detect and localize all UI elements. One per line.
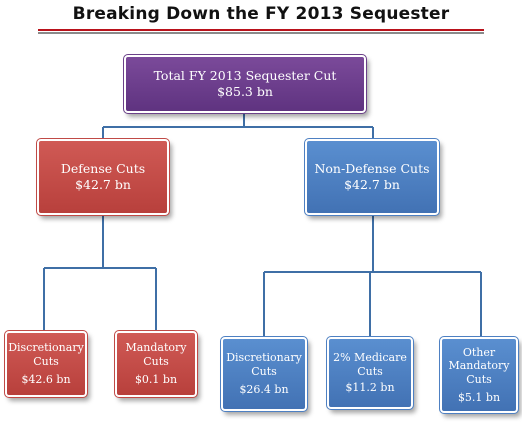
node-value: $5.1 bn [457,390,501,404]
node-value: $0.1 bn [134,372,178,386]
diagram-title: Breaking Down the FY 2013 Sequester [72,4,450,24]
node-defense-cuts: Defense Cuts $42.7 bn [36,138,170,216]
node-label: Defense Cuts [60,160,146,176]
node-value: $85.3 bn [217,84,273,99]
node-label: Total FY 2013 Sequester Cut [153,67,337,83]
node-total-sequester: Total FY 2013 Sequester Cut $85.3 bn [123,54,367,114]
node-nondefense-other-mandatory: Other Mandatory Cuts $5.1 bn [439,336,519,414]
node-label: Discretionary Cuts [8,341,84,369]
node-non-defense-cuts: Non-Defense Cuts $42.7 bn [304,138,440,216]
node-defense-mandatory: Mandatory Cuts $0.1 bn [114,330,198,398]
node-value: $26.4 bn [239,382,289,396]
node-label: Non-Defense Cuts [314,160,430,176]
node-value: $42.7 bn [344,177,400,192]
node-label: 2% Medicare Cuts [333,351,407,379]
node-value: $42.7 bn [75,177,131,192]
node-nondefense-medicare: 2% Medicare Cuts $11.2 bn [326,336,414,410]
node-label: Discretionary Cuts [226,351,302,379]
node-label: Other Mandatory Cuts [448,345,510,387]
node-value: $11.2 bn [345,380,395,394]
title-underline-gray [38,32,484,34]
node-nondefense-discretionary: Discretionary Cuts $26.4 bn [220,336,308,412]
node-defense-discretionary: Discretionary Cuts $42.6 bn [4,330,88,398]
node-value: $42.6 bn [21,372,71,386]
node-label: Mandatory Cuts [125,341,187,369]
title-underline-red [38,29,484,31]
